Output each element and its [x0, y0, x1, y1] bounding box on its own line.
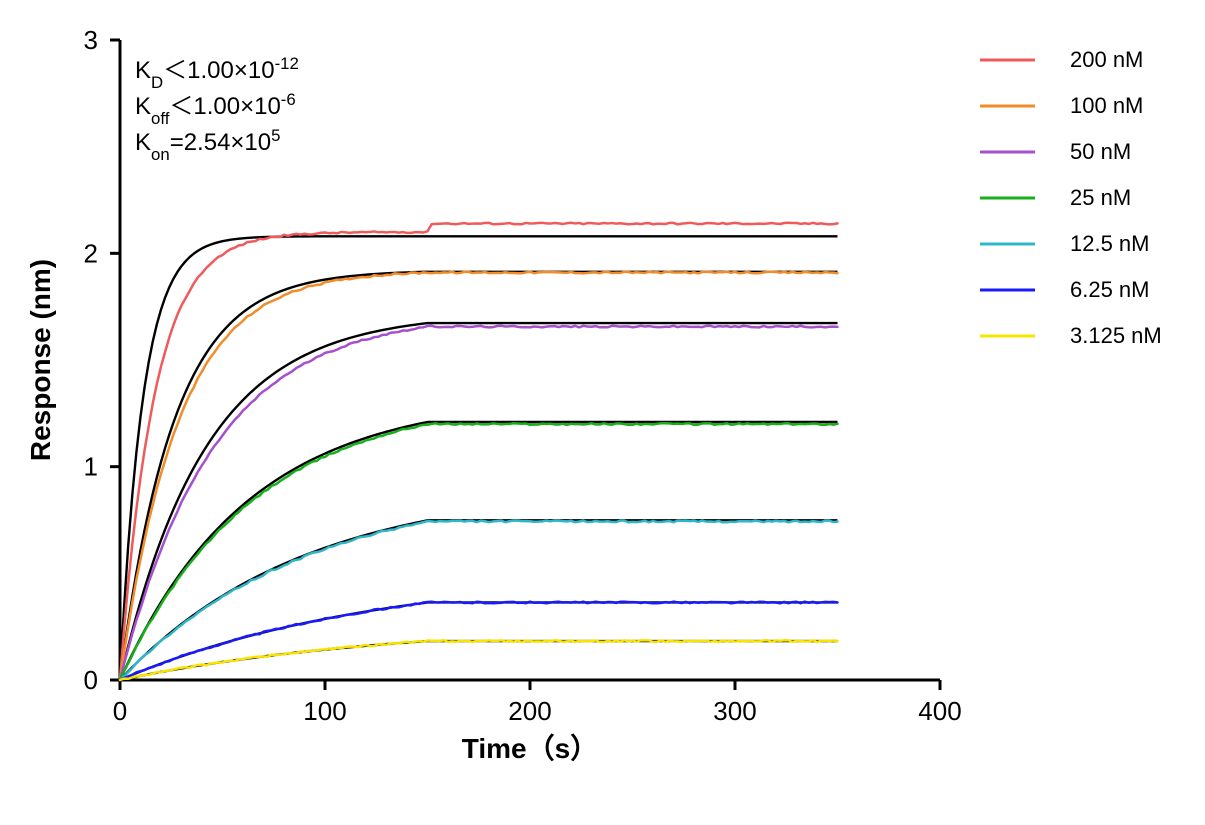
- binding-kinetics-chart: 01002003004000123Time（s）Response (nm)KD＜…: [0, 0, 1205, 825]
- x-tick-label: 300: [713, 696, 756, 726]
- y-tick-label: 0: [84, 665, 98, 695]
- legend-label: 6.25 nM: [1070, 277, 1150, 302]
- chart-svg: 01002003004000123Time（s）Response (nm)KD＜…: [0, 0, 1205, 825]
- x-tick-label: 0: [113, 696, 127, 726]
- legend-label: 25 nM: [1070, 185, 1131, 210]
- x-tick-label: 100: [303, 696, 346, 726]
- y-tick-label: 2: [84, 238, 98, 268]
- legend-label: 200 nM: [1070, 47, 1143, 72]
- x-axis-label: Time（s）: [462, 732, 598, 764]
- legend-label: 12.5 nM: [1070, 231, 1150, 256]
- legend-label: 100 nM: [1070, 93, 1143, 118]
- legend-label: 3.125 nM: [1070, 323, 1162, 348]
- legend-label: 50 nM: [1070, 139, 1131, 164]
- x-tick-label: 200: [508, 696, 551, 726]
- y-axis-label: Response (nm): [25, 259, 56, 461]
- y-tick-label: 1: [84, 452, 98, 482]
- x-tick-label: 400: [918, 696, 961, 726]
- y-tick-label: 3: [84, 25, 98, 55]
